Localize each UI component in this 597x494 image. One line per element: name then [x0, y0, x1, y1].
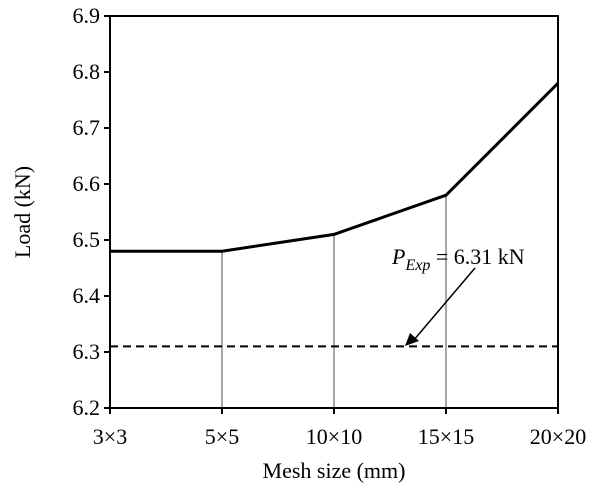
annotation-text: PExp = 6.31 kN — [391, 244, 525, 274]
x-tick-label: 20×20 — [530, 424, 586, 449]
x-axis-label: Mesh size (mm) — [263, 458, 406, 483]
y-tick-label: 6.7 — [73, 115, 101, 140]
y-tick-labels: 6.2 6.3 6.4 6.5 6.6 6.7 6.8 6.9 — [73, 3, 110, 420]
annotation-arrowhead — [405, 333, 419, 346]
annotation-arrow — [412, 267, 476, 342]
y-tick-label: 6.6 — [73, 171, 101, 196]
y-tick-label: 6.3 — [73, 339, 101, 364]
x-tick-labels: 3×3 5×5 10×10 15×15 20×20 — [93, 408, 586, 449]
y-axis-label: Load (kN) — [10, 166, 35, 258]
y-tick-label: 6.9 — [73, 3, 101, 28]
x-tick-label: 15×15 — [418, 424, 474, 449]
y-tick-label: 6.8 — [73, 59, 101, 84]
annotation-value: = 6.31 kN — [430, 244, 524, 269]
annotation-subscript: Exp — [404, 257, 430, 274]
x-tick-label: 3×3 — [93, 424, 127, 449]
annotation: PExp = 6.31 kN — [391, 244, 525, 346]
y-tick-label: 6.5 — [73, 227, 101, 252]
x-tick-label: 5×5 — [205, 424, 239, 449]
annotation-main: P — [391, 244, 405, 269]
x-tick-label: 10×10 — [306, 424, 362, 449]
series-group — [110, 82, 560, 253]
y-tick-label: 6.2 — [73, 395, 101, 420]
y-tick-label: 6.4 — [73, 283, 101, 308]
series-line — [110, 82, 560, 253]
